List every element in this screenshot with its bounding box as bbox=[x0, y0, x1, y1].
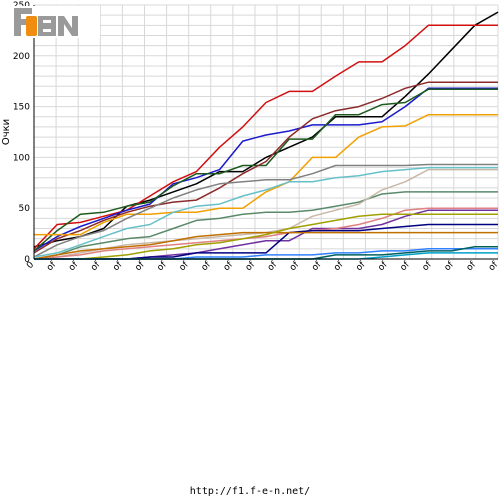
y-tick-label: 200 bbox=[13, 52, 30, 62]
series-line bbox=[33, 166, 498, 258]
series-line bbox=[33, 207, 498, 260]
series-line bbox=[33, 163, 498, 258]
f1en-logo bbox=[12, 6, 100, 38]
series-line bbox=[33, 231, 498, 260]
series-line bbox=[33, 11, 499, 248]
x-tick-label: 0 bbox=[25, 260, 36, 271]
series-line bbox=[34, 213, 498, 260]
series-line bbox=[33, 81, 498, 254]
y-tick-label: 100 bbox=[13, 153, 30, 163]
series-line bbox=[34, 113, 498, 236]
series-line bbox=[33, 24, 498, 250]
y-axis-label: Очки bbox=[1, 119, 12, 145]
series-line bbox=[33, 88, 498, 252]
y-tick-label: 150 bbox=[13, 103, 30, 113]
y-tick-label: 50 bbox=[19, 204, 31, 214]
series-line bbox=[33, 191, 498, 260]
axes bbox=[33, 5, 498, 260]
source-url[interactable]: http://f1.f-e-n.net/ bbox=[189, 486, 311, 497]
y-tick-label: 0 bbox=[24, 255, 30, 265]
